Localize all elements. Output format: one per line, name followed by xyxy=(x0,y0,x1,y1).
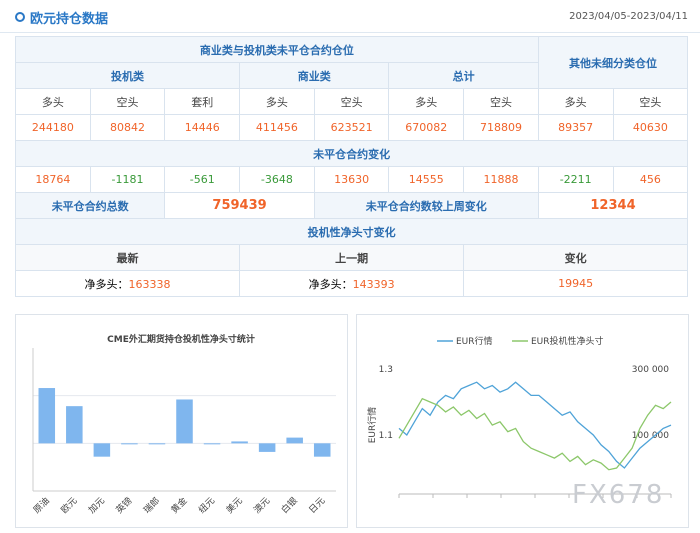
x-tick-label: 黄金 xyxy=(168,495,189,516)
position: 40630 xyxy=(612,114,689,141)
positions-table: 商业类与投机类未平仓合约仓位 其他未细分类仓位 投机类 商业类 总计 多头 空头套… xyxy=(14,36,689,297)
net-label: 净多头： xyxy=(84,277,129,291)
change: 13630 xyxy=(313,166,390,193)
group: 商业类 xyxy=(239,62,390,89)
position: 411456 xyxy=(239,114,315,141)
net-label: 净多头： xyxy=(308,277,353,291)
column-header: 空头 xyxy=(612,88,689,115)
group: 投机类 xyxy=(14,62,241,89)
x-tick-label: 原油 xyxy=(31,495,52,516)
column-header: 多头 xyxy=(537,88,614,115)
date-range: 2023/04/05-2023/04/11 xyxy=(569,11,688,22)
y2-tick-label: 300 000 xyxy=(632,365,669,375)
bar xyxy=(93,443,111,457)
column-header: 多头 xyxy=(239,88,315,115)
change: -3648 xyxy=(239,166,315,193)
bar xyxy=(286,437,303,444)
x-tick-label: 澳元 xyxy=(251,495,272,516)
column-header: 多头 xyxy=(388,88,465,115)
series-line xyxy=(398,397,672,471)
series-line xyxy=(398,381,672,469)
y-tick-label: 1.3 xyxy=(379,365,393,375)
page-title: 欧元持仓数据 xyxy=(30,12,109,27)
net-column: 最新 xyxy=(14,244,241,271)
change: 456 xyxy=(612,166,689,193)
position: 623521 xyxy=(313,114,390,141)
group: 总计 xyxy=(388,62,539,89)
x-tick-label: 纽元 xyxy=(196,495,217,516)
column-header: 多头 xyxy=(15,88,91,115)
x-tick-label: 日元 xyxy=(307,495,328,516)
position: 89357 xyxy=(537,114,614,141)
change-title: 未平仓合约变化 xyxy=(14,140,689,167)
y-axis-label: EUR行情 xyxy=(366,407,378,444)
change: 11888 xyxy=(463,166,539,193)
weekly-change: 12344 xyxy=(537,192,689,219)
legend-label: EUR投机性净头寸 xyxy=(531,335,604,347)
bar xyxy=(148,443,166,445)
bar xyxy=(203,443,221,445)
change: -1181 xyxy=(89,166,166,193)
net-column: 变化 xyxy=(463,244,689,271)
position: 14446 xyxy=(164,114,241,141)
net-previous: 143393 xyxy=(352,277,395,291)
net-title: 投机性净头寸变化 xyxy=(14,218,689,245)
column-header: 空头 xyxy=(313,88,390,115)
line-chart: 1.1 1.3 100 000 300 000 EUR行情 EUR行情 EUR投机性净头寸 xyxy=(366,335,672,498)
other-title: 其他未细分类仓位 xyxy=(537,36,689,89)
net-change: 19945 xyxy=(463,270,689,297)
net-latest: 163338 xyxy=(128,277,171,291)
bar xyxy=(121,443,138,445)
bar xyxy=(38,388,56,444)
bar xyxy=(258,443,276,452)
y2-tick-label: 100 000 xyxy=(632,431,669,441)
group-title: 商业类与投机类未平仓合约仓位 xyxy=(15,36,539,63)
position: 244180 xyxy=(15,114,91,141)
column-header: 套利 xyxy=(164,88,241,115)
x-tick-label: 英镑 xyxy=(113,495,134,516)
column-header: 空头 xyxy=(89,88,166,115)
net-latest-cell: 净多头：163338 xyxy=(14,270,241,297)
y-tick-label: 1.1 xyxy=(379,431,393,441)
column-header: 空头 xyxy=(463,88,539,115)
total: 759439 xyxy=(164,192,315,219)
legend-label: EUR行情 xyxy=(456,335,493,347)
bar xyxy=(66,406,83,444)
x-tick-label: 加元 xyxy=(86,495,107,516)
position: 670082 xyxy=(388,114,465,141)
header: 欧元持仓数据 2023/04/05-2023/04/11 xyxy=(0,0,700,33)
header-icon xyxy=(15,12,25,22)
chart-title: CME外汇期货持仓投机性净头寸统计 xyxy=(107,333,255,345)
net-column: 上一期 xyxy=(239,244,465,271)
change: 14555 xyxy=(388,166,465,193)
line-panel: 1.1 1.3 100 000 300 000 EUR行情 EUR行情 EUR投机性净头寸 xyxy=(356,314,689,528)
x-tick-label: 瑞郎 xyxy=(141,495,162,516)
weekly-change-label: 未平仓合约数较上周变化 xyxy=(313,192,539,219)
change: -2211 xyxy=(537,166,614,193)
watermark: FX678 xyxy=(572,480,665,510)
bar xyxy=(313,443,331,457)
bar-panel: CME外汇期货持仓投机性净头寸统计原油 欧元 加元 英镑 瑞郎 黄金 纽元 美元 澳元 白银 日元 xyxy=(15,314,348,528)
change: -561 xyxy=(164,166,241,193)
total-label: 未平仓合约总数 xyxy=(14,192,166,219)
bar xyxy=(231,441,248,444)
x-tick-label: 白银 xyxy=(279,495,300,516)
position: 718809 xyxy=(463,114,539,141)
position: 80842 xyxy=(89,114,166,141)
net-previous-cell: 净多头：143393 xyxy=(239,270,465,297)
change: 18764 xyxy=(15,166,91,193)
x-tick-label: 欧元 xyxy=(58,495,79,516)
x-tick-label: 美元 xyxy=(223,495,244,516)
bar xyxy=(176,399,193,444)
